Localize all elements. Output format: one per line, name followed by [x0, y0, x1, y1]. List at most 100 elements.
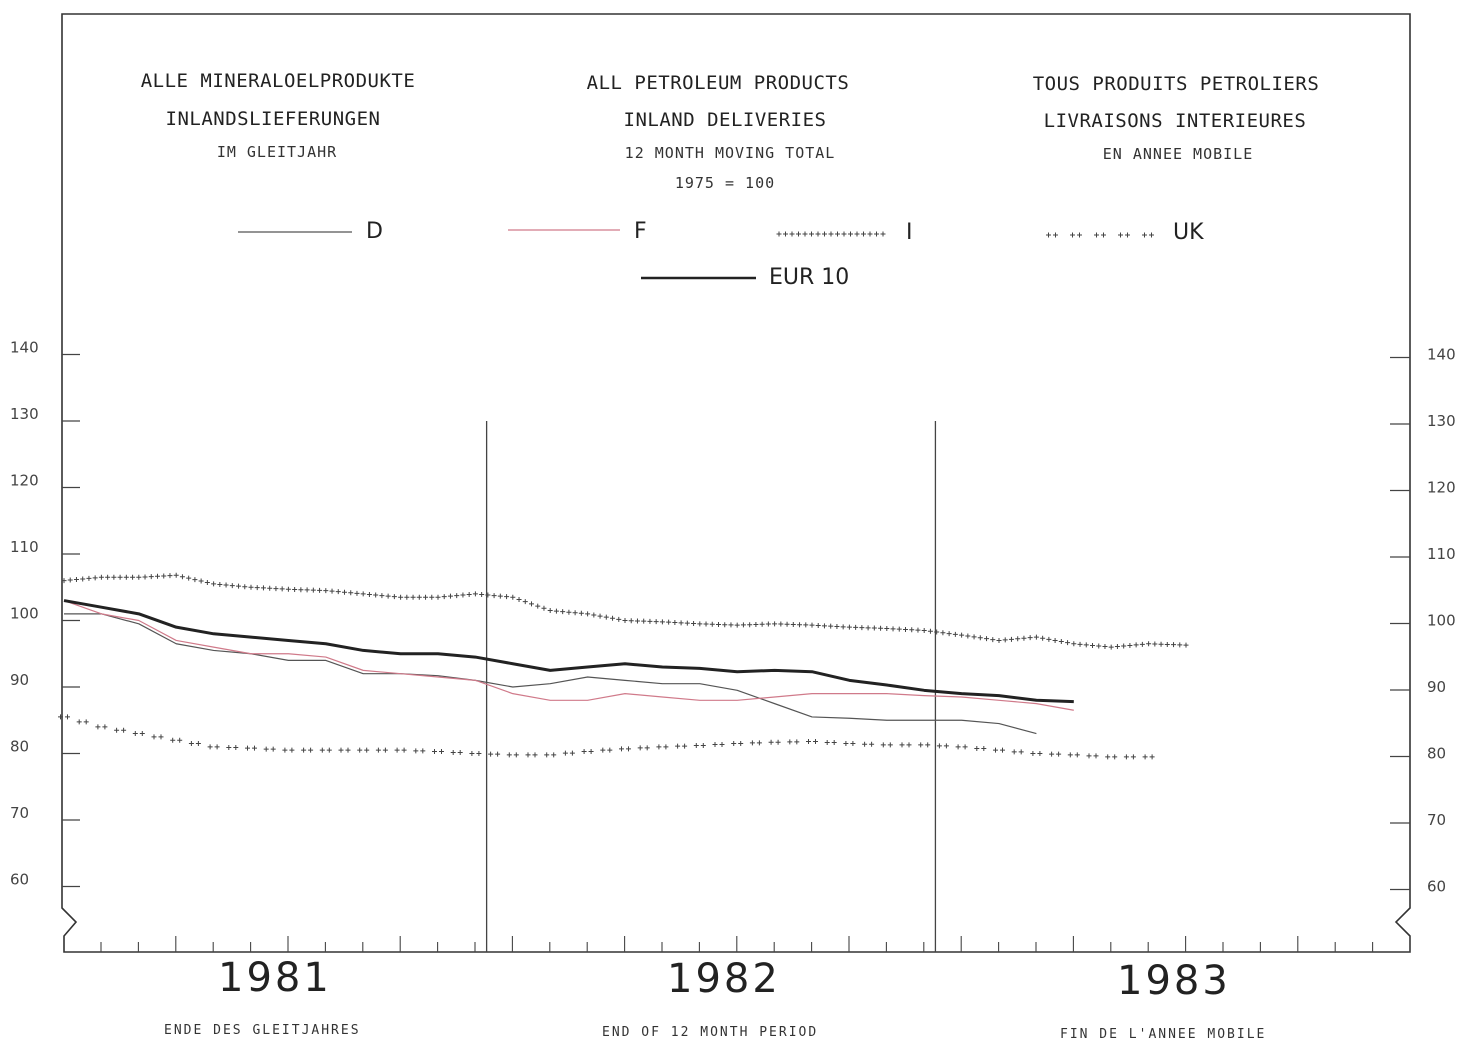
series-marker-i [379, 593, 385, 599]
series-marker-uk [899, 742, 905, 748]
series-marker-i [834, 623, 840, 629]
series-marker-uk [693, 743, 699, 749]
legend-swatch-i [809, 231, 814, 237]
y-tick-label-left: 60 [10, 871, 29, 889]
legend-swatch-uk [1070, 232, 1075, 238]
series-marker-i [354, 590, 360, 596]
series-marker-i [1052, 637, 1058, 643]
series-marker-uk [1067, 752, 1073, 758]
series-marker-i [1058, 639, 1064, 645]
legend-swatch-uk [1142, 232, 1147, 238]
series-marker-i [865, 625, 871, 631]
legend-swatch-i [828, 231, 834, 237]
series-marker-i [977, 635, 983, 641]
series-marker-uk [495, 751, 501, 757]
series-marker-i [560, 609, 566, 615]
series-marker-uk [1011, 749, 1017, 755]
series-marker-uk [906, 742, 912, 748]
series-marker-i [840, 624, 846, 630]
series-marker-uk [626, 746, 631, 752]
series-marker-uk [880, 742, 886, 748]
series-marker-i [1021, 635, 1027, 641]
series-marker-i [553, 608, 559, 614]
title-fr-line2: LIVRAISONS INTERIEURES [1043, 110, 1307, 132]
series-marker-uk [413, 748, 419, 754]
series-marker-uk [794, 739, 800, 745]
series-marker-i [691, 620, 697, 626]
series-marker-uk [450, 750, 456, 756]
series-marker-i [815, 622, 821, 628]
series-marker-uk [756, 740, 762, 746]
series-marker-i [130, 574, 136, 580]
series-marker-uk [207, 744, 213, 750]
series-marker-i [809, 622, 815, 628]
series-marker-uk [476, 751, 482, 756]
series-marker-i [385, 593, 391, 599]
series-marker-i [853, 624, 859, 630]
series-marker-uk [58, 714, 63, 720]
series-marker-uk [955, 744, 961, 750]
series-marker-uk [663, 744, 669, 750]
series-marker-uk [831, 740, 837, 746]
title-en-line2: INLAND DELIVERIES [623, 109, 827, 131]
series-marker-i [1077, 641, 1083, 647]
series-marker-i [441, 594, 447, 600]
title-de-line1: ALLE MINERALOELPRODUKTE [140, 70, 416, 92]
series-marker-i [61, 578, 67, 584]
series-marker-i [1108, 644, 1114, 650]
series-marker-i [784, 621, 790, 627]
series-marker-i [136, 574, 142, 580]
series-marker-i [946, 631, 952, 637]
series-marker-i [348, 590, 354, 596]
series-line-d [64, 613, 1037, 735]
series-marker-i [485, 592, 491, 598]
series-marker-i [472, 591, 478, 597]
series-marker-i [123, 574, 129, 580]
series-marker-i [821, 623, 827, 629]
series-marker-i [198, 578, 204, 584]
series-marker-i [952, 631, 958, 637]
series-marker-uk [158, 734, 164, 740]
series-marker-i [298, 587, 304, 593]
y-tick-label-left: 120 [10, 472, 39, 490]
series-marker-i [1171, 642, 1177, 648]
series-marker-i [641, 618, 647, 624]
y-tick-label-left: 90 [10, 671, 29, 689]
series-marker-i [435, 594, 441, 600]
series-marker-i [1027, 635, 1033, 641]
series-marker-uk [513, 752, 519, 758]
series-marker-i [971, 634, 977, 640]
series-marker-i [1090, 642, 1095, 648]
series-marker-i [236, 583, 242, 589]
series-marker-i [423, 594, 429, 600]
series-marker-i [429, 594, 435, 600]
series-marker-i [416, 594, 422, 600]
series-marker-i [1065, 640, 1071, 646]
legend-swatch-i [861, 231, 866, 237]
series-marker-uk [731, 741, 737, 747]
title-de-line2: INLANDSLIEFERUNGEN [165, 108, 381, 130]
series-marker-i [678, 620, 684, 626]
series-marker-uk [252, 745, 257, 751]
series-marker-uk [525, 752, 531, 758]
y-tick-label-right: 90 [1427, 678, 1446, 696]
series-marker-i [86, 575, 92, 581]
series-marker-i [398, 594, 404, 600]
series-marker-uk [338, 747, 344, 753]
y-tick-label-left: 110 [10, 538, 39, 556]
legend-swatch-uk [1046, 232, 1051, 238]
y-tick-label-left: 80 [10, 738, 29, 756]
series-marker-uk [83, 719, 89, 725]
series-marker-i [878, 625, 884, 631]
legend-swatch-i [789, 231, 795, 237]
legend-swatch-i [854, 231, 860, 237]
series-marker-uk [65, 714, 70, 720]
series-marker-i [404, 594, 410, 600]
series-marker-i [996, 637, 1002, 643]
series-marker-uk [619, 746, 624, 752]
y-tick-label-right: 120 [1427, 479, 1456, 497]
series-marker-i [373, 592, 379, 598]
legend-swatch-i [867, 231, 873, 237]
title-fr-line1: TOUS PRODUITS PETROLIERS [1032, 73, 1320, 95]
